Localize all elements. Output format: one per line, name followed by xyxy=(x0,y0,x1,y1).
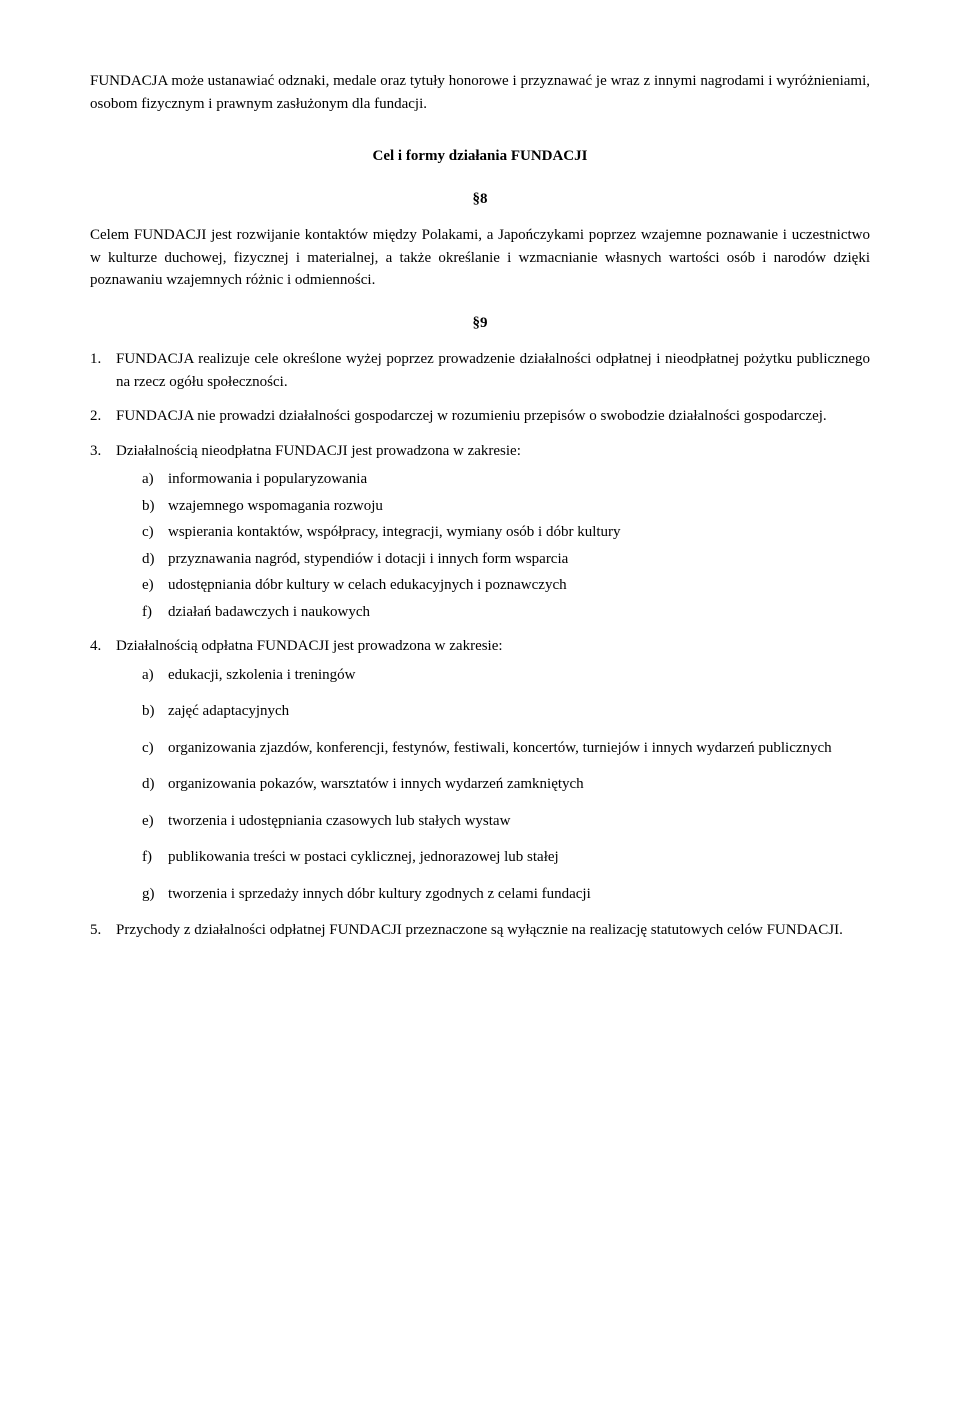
list-item: edukacji, szkolenia i treningów xyxy=(142,664,870,687)
list-item: FUNDACJA nie prowadzi działalności gospo… xyxy=(90,405,870,428)
section-9-number: §9 xyxy=(90,312,870,335)
section-heading: Cel i formy działania FUNDACJI xyxy=(90,145,870,168)
intro-paragraph: FUNDACJA może ustanawiać odznaki, medale… xyxy=(90,70,870,115)
list-item: wzajemnego wspomagania rozwoju xyxy=(142,495,870,518)
list-item: organizowania zjazdów, konferencji, fest… xyxy=(142,737,870,760)
list-item-lead: Działalnością odpłatna FUNDACJI jest pro… xyxy=(116,638,503,654)
section-8-text: Celem FUNDACJI jest rozwijanie kontaktów… xyxy=(90,224,870,292)
list-item: przyznawania nagród, stypendiów i dotacj… xyxy=(142,548,870,571)
list-item: publikowania treści w postaci cyklicznej… xyxy=(142,846,870,869)
list-item: Działalnością nieodpłatna FUNDACJI jest … xyxy=(90,440,870,624)
list-item: wspierania kontaktów, współpracy, integr… xyxy=(142,521,870,544)
list-item: tworzenia i sprzedaży innych dóbr kultur… xyxy=(142,883,870,906)
list-item: tworzenia i udostępniania czasowych lub … xyxy=(142,810,870,833)
list-item: organizowania pokazów, warsztatów i inny… xyxy=(142,773,870,796)
sublist-3: informowania i popularyzowania wzajemneg… xyxy=(142,468,870,623)
list-item: Przychody z działalności odpłatnej FUNDA… xyxy=(90,919,870,942)
section-9-list: FUNDACJA realizuje cele określone wyżej … xyxy=(90,348,870,942)
list-item: informowania i popularyzowania xyxy=(142,468,870,491)
list-item: udostępniania dóbr kultury w celach eduk… xyxy=(142,574,870,597)
sublist-4: edukacji, szkolenia i treningów zajęć ad… xyxy=(142,664,870,906)
list-item: FUNDACJA realizuje cele określone wyżej … xyxy=(90,348,870,393)
list-item-lead: Działalnością nieodpłatna FUNDACJI jest … xyxy=(116,443,521,459)
list-item: zajęć adaptacyjnych xyxy=(142,700,870,723)
section-8-number: §8 xyxy=(90,188,870,211)
list-item: Działalnością odpłatna FUNDACJI jest pro… xyxy=(90,635,870,905)
list-item: działań badawczych i naukowych xyxy=(142,601,870,624)
